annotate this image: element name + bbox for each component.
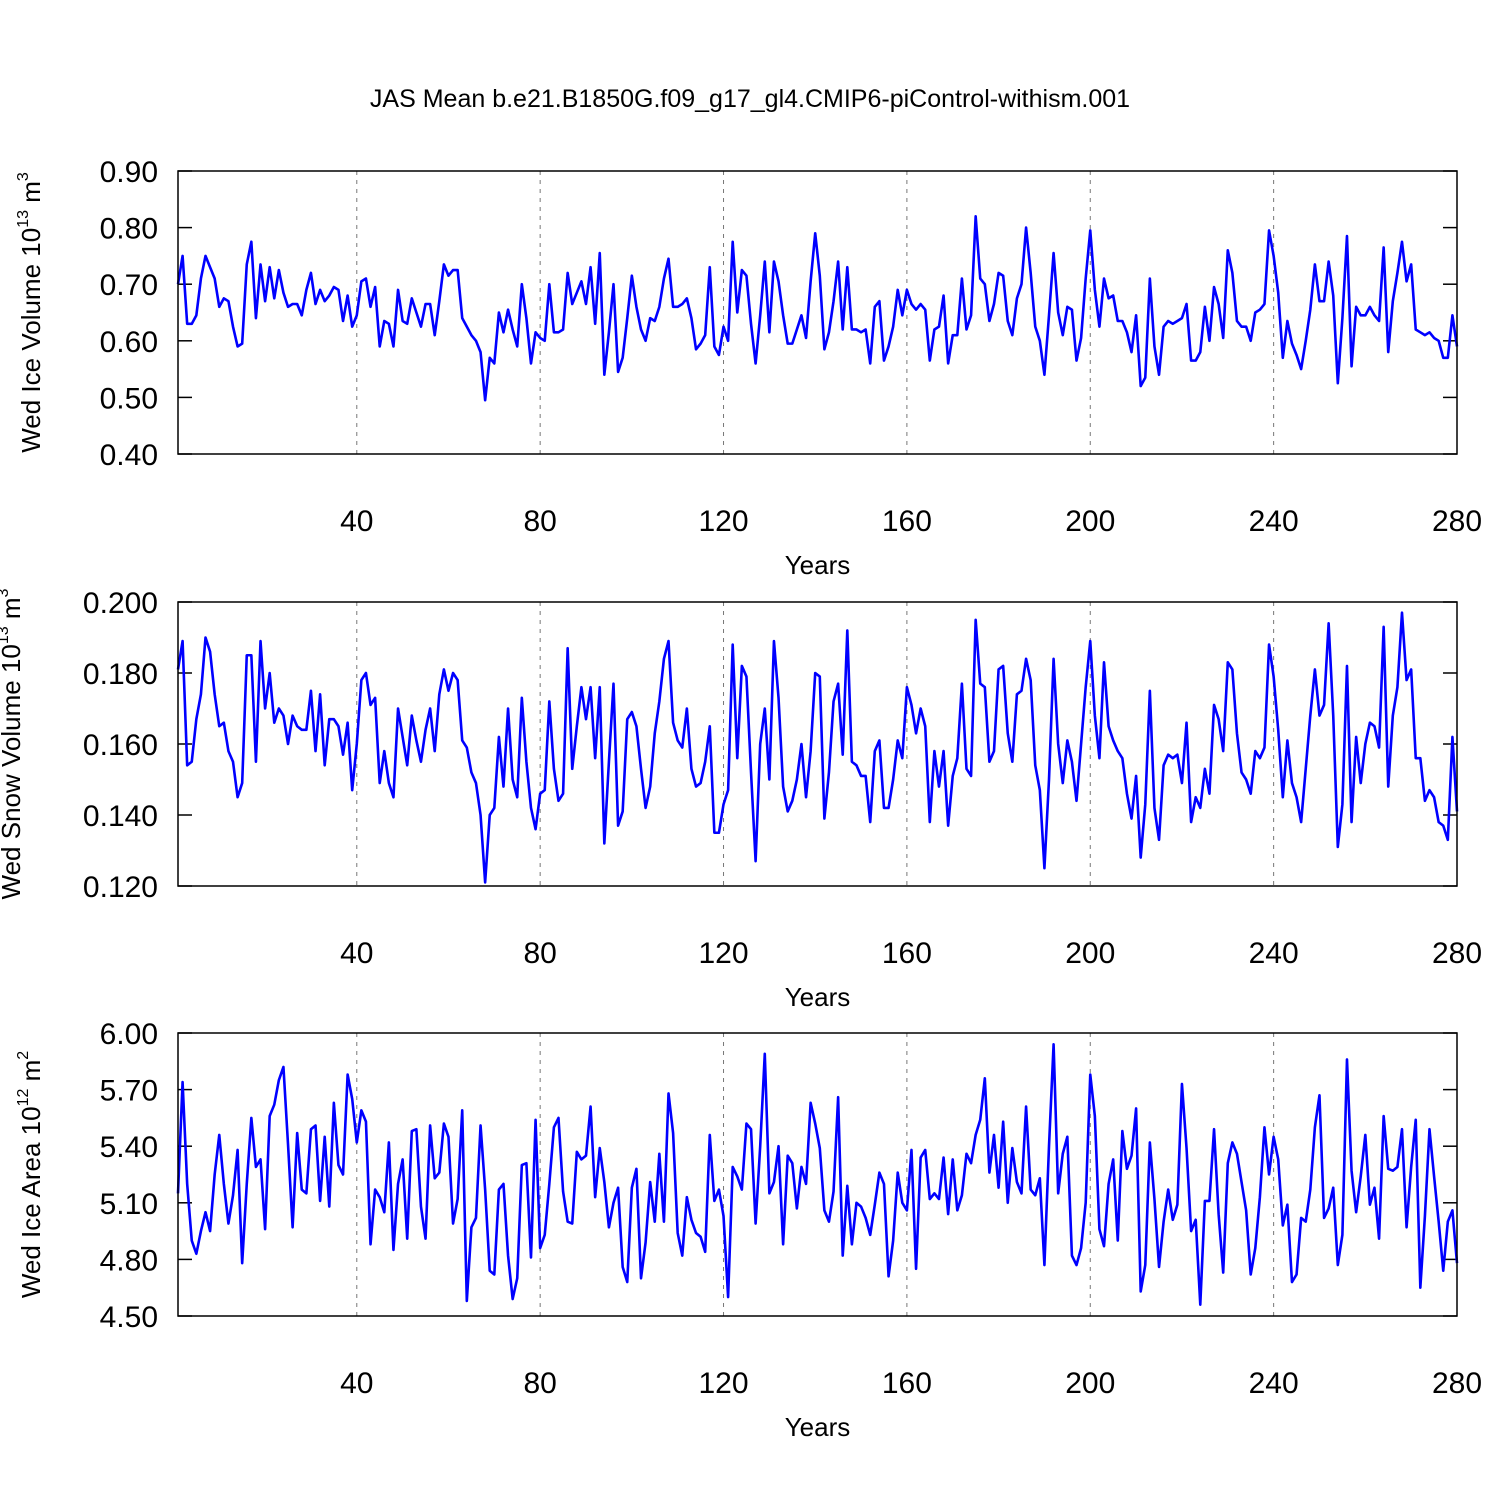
- y-axis-label-exponent: 3: [0, 588, 12, 597]
- data-line: [176, 1043, 1459, 1306]
- y-tick-label: 0.140: [83, 800, 158, 833]
- data-line: [176, 611, 1459, 884]
- y-tick-label: 6.00: [100, 1018, 158, 1051]
- x-tick-label: 160: [882, 1367, 932, 1400]
- y-axis-label-text: Wed Snow Volume 10: [0, 644, 26, 899]
- x-tick-label: 200: [1065, 937, 1115, 970]
- y-axis-label-text: m: [16, 181, 46, 210]
- x-tick-label: 80: [523, 937, 556, 970]
- y-axis-label-exponent: 3: [15, 172, 32, 181]
- x-tick-label: 80: [523, 505, 556, 538]
- y-axis-label-exponent: 2: [15, 1051, 32, 1060]
- x-tick-label: 200: [1065, 1367, 1115, 1400]
- x-tick-label: 40: [340, 505, 373, 538]
- x-tick-label: 280: [1432, 937, 1482, 970]
- y-axis-label: Wed Snow Volume 1013 m3: [0, 588, 26, 899]
- y-tick-label: 0.40: [100, 439, 158, 472]
- y-axis-label-exponent: 13: [0, 626, 12, 644]
- y-tick-label: 0.160: [83, 729, 158, 762]
- y-axis-label: Wed Ice Area 1012 m2: [15, 1051, 46, 1298]
- y-tick-label: 0.180: [83, 658, 158, 691]
- y-axis-label-text: m: [0, 597, 26, 626]
- y-tick-label: 4.80: [100, 1244, 158, 1277]
- y-axis-label-text: Wed Ice Volume 10: [16, 228, 46, 453]
- x-tick-label: 120: [698, 1367, 748, 1400]
- data-line: [176, 214, 1459, 402]
- y-tick-label: 5.70: [100, 1075, 158, 1108]
- y-axis-label-text: Wed Ice Area 10: [16, 1106, 46, 1298]
- plot-frame: [177, 1032, 1458, 1317]
- y-tick-label: 0.50: [100, 382, 158, 415]
- x-axis-label: Years: [785, 1412, 851, 1442]
- x-tick-label: 240: [1249, 937, 1299, 970]
- y-axis-label: Wed Ice Volume 1013 m3: [15, 172, 46, 453]
- y-tick-label: 4.50: [100, 1301, 158, 1334]
- plot-frame: [177, 170, 1458, 455]
- x-axis-label: Years: [785, 982, 851, 1012]
- x-axis-label: Years: [785, 550, 851, 580]
- y-tick-label: 0.120: [83, 871, 158, 904]
- x-tick-label: 240: [1249, 1367, 1299, 1400]
- y-tick-label: 5.40: [100, 1131, 158, 1164]
- y-tick-label: 5.10: [100, 1188, 158, 1221]
- x-tick-label: 40: [340, 937, 373, 970]
- y-tick-label: 0.60: [100, 326, 158, 359]
- x-tick-label: 40: [340, 1367, 373, 1400]
- x-tick-label: 200: [1065, 505, 1115, 538]
- plot-frame: [177, 601, 1458, 887]
- x-tick-label: 160: [882, 505, 932, 538]
- y-tick-label: 0.80: [100, 213, 158, 246]
- x-tick-label: 280: [1432, 505, 1482, 538]
- x-tick-label: 280: [1432, 1367, 1482, 1400]
- y-axis-label-text: m: [16, 1060, 46, 1089]
- x-tick-label: 80: [523, 1367, 556, 1400]
- y-tick-label: 0.90: [100, 156, 158, 189]
- x-tick-label: 120: [698, 505, 748, 538]
- chart-title: JAS Mean b.e21.B1850G.f09_g17_gl4.CMIP6-…: [370, 85, 1130, 113]
- y-tick-label: 0.70: [100, 269, 158, 302]
- y-tick-label: 0.200: [83, 587, 158, 620]
- x-tick-label: 160: [882, 937, 932, 970]
- x-tick-label: 240: [1249, 505, 1299, 538]
- x-tick-label: 120: [698, 937, 748, 970]
- y-axis-label-exponent: 12: [15, 1089, 32, 1107]
- y-axis-label-exponent: 13: [15, 210, 32, 228]
